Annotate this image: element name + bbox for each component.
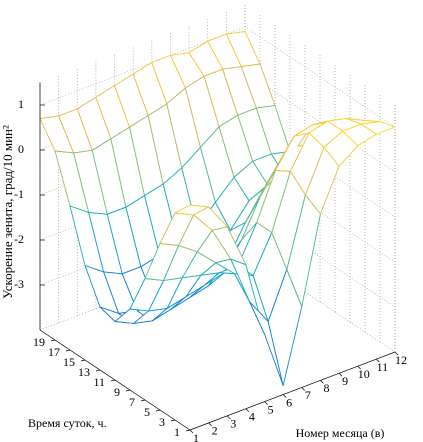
y-tick	[125, 389, 131, 392]
y-tick	[65, 349, 71, 352]
z-tick-label: 0	[18, 142, 24, 156]
y-tick-label: 13	[78, 365, 90, 379]
box-edge	[39, 251, 246, 331]
y-tick	[185, 429, 191, 432]
y-tick	[170, 419, 176, 422]
x-tick-label: 2	[212, 424, 218, 438]
x-tick-label: 6	[286, 395, 292, 409]
x-tick	[264, 401, 268, 405]
y-tick-label: 19	[33, 335, 45, 349]
x-tick	[320, 380, 324, 384]
y-tick-label: 9	[114, 385, 120, 399]
y-tick	[140, 399, 146, 402]
y-tick	[80, 359, 86, 362]
x-tick	[376, 358, 380, 363]
z-tick-label: -2	[14, 232, 24, 246]
x-tick-label: 3	[230, 417, 236, 431]
x-tick-label: 1	[193, 431, 199, 442]
y-tick-label: 5	[144, 405, 150, 419]
x-tick	[301, 387, 306, 391]
x-tick-label: 7	[305, 388, 311, 402]
x-tick	[357, 365, 361, 370]
x-axis-label: Номер месяца (в)	[296, 426, 385, 440]
y-tick-label: 3	[159, 415, 165, 429]
z-axis-label: Ускорение зенита, град/10 мин²	[0, 125, 15, 299]
x-tick	[394, 351, 399, 356]
x-tick	[282, 394, 287, 398]
y-axis-label: Время суток, ч.	[28, 416, 107, 430]
z-tick-label: -1	[14, 187, 24, 201]
x-tick-label: 12	[395, 353, 407, 367]
x-tick	[338, 373, 343, 377]
x-tick	[189, 429, 194, 434]
y-tick-label: 17	[48, 345, 60, 359]
y-tick	[95, 369, 101, 372]
z-tick-label: -3	[14, 277, 24, 291]
x-tick-label: 5	[268, 402, 274, 416]
surface-cell	[360, 121, 396, 135]
y-tick-label: 7	[129, 395, 135, 409]
y-tick-label: 15	[63, 355, 75, 369]
x-tick	[208, 422, 212, 427]
x-tick-label: 10	[358, 367, 370, 381]
x-tick-label: 11	[377, 360, 389, 374]
z-tick-label: 1	[18, 97, 24, 111]
x-tick-label: 9	[342, 374, 348, 388]
y-tick	[110, 379, 116, 382]
y-tick-label: 1	[174, 425, 180, 439]
y-tick	[50, 339, 56, 342]
y-tick	[155, 409, 161, 412]
x-tick-label: 4	[249, 409, 255, 423]
x-tick	[227, 415, 231, 420]
x-tick	[245, 408, 250, 412]
x-tick-label: 8	[323, 381, 329, 395]
y-tick-label: 11	[93, 375, 105, 389]
axis-line	[189, 351, 396, 431]
